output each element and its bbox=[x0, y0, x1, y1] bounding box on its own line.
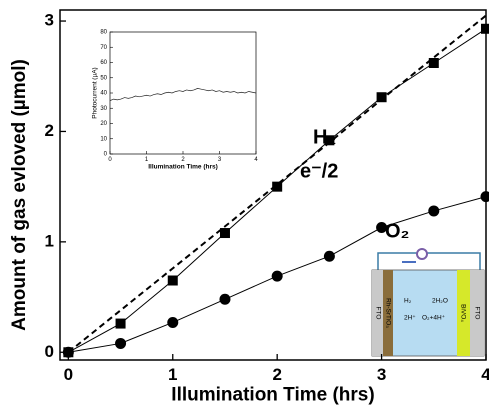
marker bbox=[62, 346, 74, 358]
marker bbox=[376, 92, 387, 103]
series-label: e⁻/2 bbox=[300, 160, 338, 182]
rh-srtio3 bbox=[383, 270, 393, 356]
x-tick-label: 1 bbox=[145, 157, 149, 163]
schematic bbox=[371, 248, 485, 357]
x-axis-title: Illumination Time (hrs) bbox=[171, 385, 374, 406]
y-tick-label: 20 bbox=[100, 121, 107, 127]
marker bbox=[167, 316, 179, 328]
y-axis-title: Photocurrent (µA) bbox=[92, 67, 99, 118]
schematic-label: BiVO₄ bbox=[459, 304, 466, 322]
wire bbox=[377, 252, 481, 270]
x-tick-label: 4 bbox=[254, 157, 258, 163]
schematic-label: FTO bbox=[473, 307, 480, 320]
y-tick-label: 40 bbox=[100, 91, 107, 97]
y-tick-label: 30 bbox=[100, 106, 107, 112]
y-axis-title: Amount of gas evloved (µmol) bbox=[9, 59, 30, 331]
y-tick-label: 2 bbox=[45, 121, 54, 140]
schematic-label: 2H⁺ bbox=[404, 315, 416, 322]
marker bbox=[219, 228, 230, 239]
marker bbox=[376, 222, 388, 234]
marker bbox=[115, 318, 126, 329]
x-tick-label: 0 bbox=[64, 365, 73, 384]
x-axis-title: Illumination Time (hrs) bbox=[148, 163, 218, 170]
y-tick-label: 60 bbox=[100, 60, 107, 66]
x-tick-label: 4 bbox=[481, 365, 489, 384]
y-tick-label: 80 bbox=[100, 30, 107, 36]
x-tick-label: 3 bbox=[218, 157, 222, 163]
marker bbox=[219, 293, 231, 305]
schematic-label: Rh-SrTiO₃ bbox=[384, 298, 391, 328]
marker bbox=[323, 250, 335, 262]
marker bbox=[272, 181, 283, 192]
marker bbox=[428, 205, 440, 217]
marker bbox=[428, 57, 439, 68]
y-tick-label: 0 bbox=[45, 342, 54, 361]
x-tick-label: 3 bbox=[377, 365, 386, 384]
marker bbox=[481, 23, 489, 34]
y-tick-label: 70 bbox=[100, 45, 107, 51]
bivo4 bbox=[457, 270, 470, 356]
schematic-label: O₂+4H⁺ bbox=[422, 315, 446, 322]
meter bbox=[416, 248, 428, 260]
series-label: H₂ bbox=[313, 126, 336, 148]
schematic-label: 2H₂O bbox=[432, 298, 448, 305]
fto-left bbox=[372, 270, 383, 356]
marker bbox=[480, 191, 489, 203]
marker bbox=[167, 275, 178, 286]
x-tick-label: 1 bbox=[168, 365, 177, 384]
y-tick-label: 10 bbox=[100, 136, 107, 142]
inset-bg bbox=[110, 32, 256, 154]
series-label: O₂ bbox=[385, 220, 409, 242]
x-tick-label: 0 bbox=[108, 157, 112, 163]
x-tick-label: 2 bbox=[181, 157, 185, 163]
y-tick-label: 50 bbox=[100, 75, 107, 81]
series-line bbox=[109, 88, 257, 101]
x-tick-label: 2 bbox=[272, 365, 281, 384]
schematic-label: FTO bbox=[374, 307, 381, 320]
y-tick-label: 1 bbox=[45, 231, 54, 250]
marker bbox=[324, 135, 335, 146]
plot-frame bbox=[59, 9, 487, 361]
y-tick-label: 3 bbox=[45, 11, 54, 30]
y-tick-label: 0 bbox=[104, 152, 108, 158]
fto-right bbox=[470, 270, 484, 356]
marker bbox=[115, 337, 127, 349]
schematic-label: H₂ bbox=[404, 298, 412, 305]
marker bbox=[271, 270, 283, 282]
